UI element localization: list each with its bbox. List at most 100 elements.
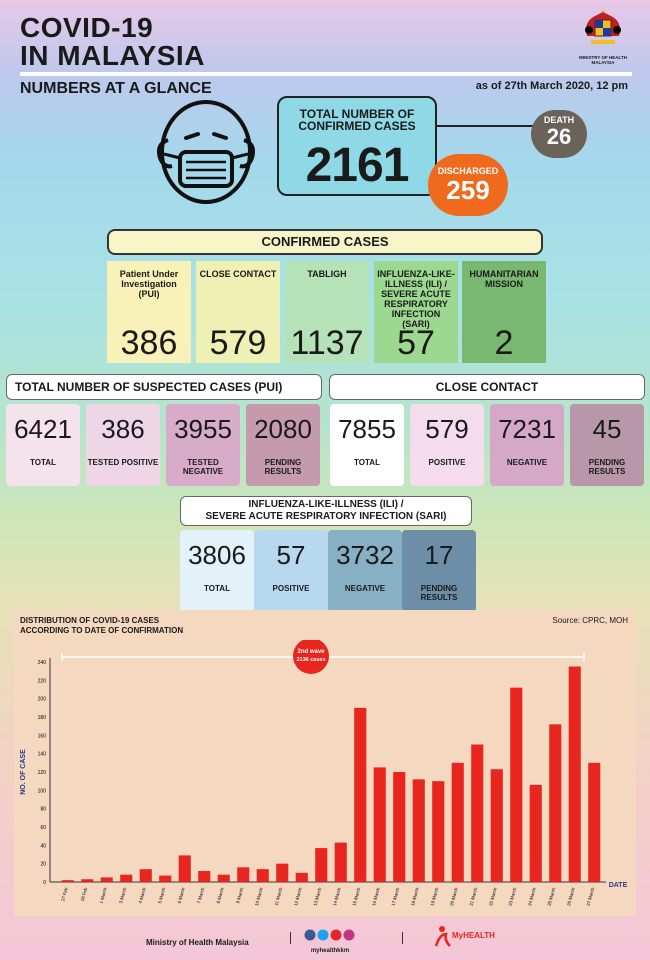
footer-ministry: Ministry of Health Malaysia [146, 938, 249, 947]
logo-wordmark: MyHEALTH [452, 931, 495, 940]
bar [139, 869, 152, 882]
close-contact-card-label: PENDING RESULTS [588, 458, 626, 476]
pui-card-label: TESTED NEGATIVE [182, 458, 224, 476]
ili-heading-line-1: INFLUENZA-LIKE-ILLNESS (ILI) / [248, 499, 404, 510]
y-tick-label: 40 [40, 843, 46, 849]
bar [237, 867, 250, 882]
total-label-line-1: TOTAL NUMBER OF [299, 107, 415, 121]
bar [159, 875, 172, 882]
masked-face-icon [157, 100, 255, 204]
confirmed-card-value: 57 [397, 324, 435, 362]
y-tick-label: 180 [38, 715, 47, 721]
ili-card: 17 PENDING RESULTS [402, 530, 476, 612]
pui-card-label: TESTED POSITIVE [87, 458, 159, 467]
bar [432, 781, 445, 882]
y-tick-label: 20 [40, 862, 46, 868]
pui-card: 6421 TOTAL [6, 404, 80, 486]
confirmed-card: INFLUENZA-LIKE-ILLNESS (ILI) / SEVERE AC… [374, 261, 458, 363]
confirmed-card-label: INFLUENZA-LIKE-ILLNESS (ILI) / SEVERE AC… [377, 269, 455, 329]
chart-title: DISTRIBUTION OF COVID-19 CASES ACCORDING… [20, 616, 183, 636]
x-tick-label: 3 March [118, 886, 127, 903]
bar [373, 767, 386, 882]
x-tick-label: 17 March [391, 886, 401, 906]
close-contact-card-value: 7855 [338, 414, 396, 444]
x-tick-label: 1 March [99, 886, 108, 903]
pui-card-label: TOTAL [30, 458, 56, 467]
confirmed-card-label: TABLIGH [307, 269, 347, 279]
bar [276, 863, 289, 882]
total-confirmed-label: TOTAL NUMBER OF CONFIRMED CASES [279, 108, 435, 132]
ili-card-value: 3806 [188, 540, 246, 570]
cases-bar-chart: 0 20 40 60 80 100 120 140 160 180 200 220 240 NO. OF … [20, 640, 628, 906]
confirmed-card-value: 2 [494, 324, 514, 362]
x-tick-label: 11 March [274, 886, 284, 906]
ili-card-value: 3732 [336, 540, 394, 570]
confirmed-card: TABLIGH 1137 [285, 261, 369, 363]
y-tick-label: 240 [38, 660, 47, 666]
bar [61, 880, 74, 882]
y-tick-label: 220 [38, 678, 47, 684]
close-contact-card: 7231 NEGATIVE [490, 404, 564, 486]
social-icons[interactable] [304, 929, 356, 941]
x-tick-label: 28 Feb [80, 886, 89, 901]
chart-title-line-2: ACCORDING TO DATE OF CONFIRMATION [20, 626, 184, 635]
x-tick-label: 27 March [586, 886, 596, 906]
confirmed-card-label: Patient Under Investigation (PUI) [119, 269, 179, 299]
x-tick-label: 23 March [508, 886, 518, 906]
confirmed-card: HUMANITARIAN MISSION 2 [462, 261, 546, 363]
chart-title-line-1: DISTRIBUTION OF COVID-19 CASES [20, 616, 160, 625]
bar [120, 874, 133, 882]
close-contact-card: 45 PENDING RESULTS [570, 404, 644, 486]
y-tick-label: 60 [40, 825, 46, 831]
total-label-line-2: CONFIRMED CASES [298, 119, 416, 133]
pui-card: 386 TESTED POSITIVE [86, 404, 160, 486]
y-axis-label: NO. OF CASE [20, 749, 27, 795]
pui-heading: TOTAL NUMBER OF SUSPECTED CASES (PUI) [6, 374, 322, 400]
x-tick-label: 22 March [488, 886, 498, 906]
ili-heading-line-2: SEVERE ACUTE RESPIRATORY INFECTION (SARI… [205, 511, 447, 522]
bar [471, 744, 484, 882]
bar [81, 879, 94, 882]
x-axis-label: DATE [609, 882, 628, 889]
ili-heading: INFLUENZA-LIKE-ILLNESS (ILI) / SEVERE AC… [180, 496, 472, 526]
y-tick-label: 100 [38, 788, 47, 794]
bar [334, 842, 347, 882]
connector-line [437, 125, 537, 127]
x-tick-label: 6 March [177, 886, 186, 903]
bar [354, 707, 367, 882]
social-links[interactable]: myhealthkkm [304, 928, 356, 954]
confirmed-card: Patient Under Investigation (PUI) 386 [107, 261, 191, 363]
close-contact-card-value: 7231 [498, 414, 556, 444]
death-badge: DEATH 26 [531, 110, 587, 158]
bar [217, 874, 230, 882]
close-contact-card-value: 579 [425, 414, 469, 444]
x-tick-label: 25 March [547, 886, 557, 906]
close-contact-heading: CLOSE CONTACT [329, 374, 645, 400]
pui-card-value: 386 [101, 414, 145, 444]
x-tick-label: 21 March [469, 886, 479, 906]
confirmed-card: CLOSE CONTACT 579 [196, 261, 280, 363]
close-contact-card-value: 45 [592, 414, 622, 444]
discharged-value: 259 [446, 175, 490, 205]
confirmed-cases-heading: CONFIRMED CASES [107, 229, 543, 255]
as-of-timestamp: as of 27th March 2020, 12 pm [475, 80, 628, 92]
x-tick-label: 10 March [254, 886, 264, 906]
close-contact-card: 579 POSITIVE [410, 404, 484, 486]
crest-caption: MINISTRY OF HEALTH MALAYSIA [579, 55, 627, 65]
bar [568, 666, 581, 882]
myhealth-logo-icon: MyHEALTH [434, 926, 495, 947]
bar [529, 784, 542, 882]
title-line-2: IN MALAYSIA [20, 40, 205, 71]
pui-card-value: 3955 [174, 414, 232, 444]
footer-divider-2 [402, 932, 403, 944]
x-tick-label: 15 March [352, 886, 362, 906]
crest-icon [585, 9, 621, 44]
pui-card: 3955 TESTED NEGATIVE [166, 404, 240, 486]
ili-card-value: 17 [424, 540, 454, 570]
ili-card-label: NEGATIVE [344, 584, 386, 593]
ili-card-label: PENDING RESULTS [420, 584, 458, 602]
ili-card: 3732 NEGATIVE [328, 530, 402, 612]
ministry-crest: MINISTRY OF HEALTH MALAYSIA [578, 9, 628, 68]
pui-card: 2080 PENDING RESULTS [246, 404, 320, 486]
bar [451, 762, 464, 882]
